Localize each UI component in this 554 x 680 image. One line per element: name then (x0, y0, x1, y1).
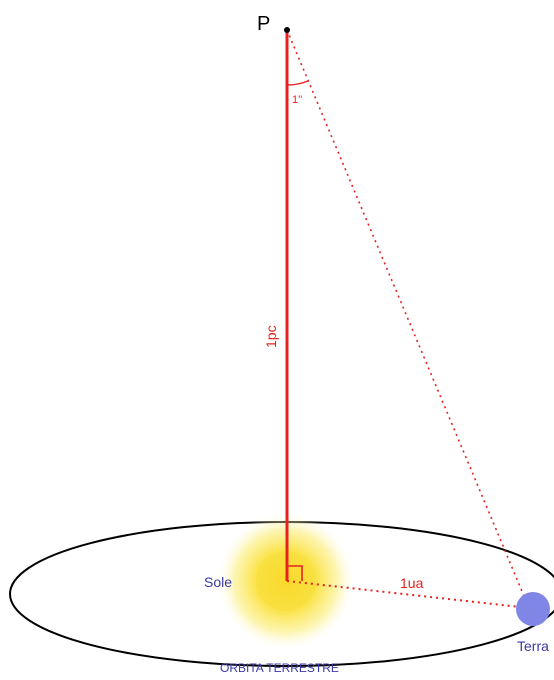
parallax-angle-arc (286, 80, 309, 86)
label-distance-ua: 1ua (400, 575, 424, 591)
label-earth: Terra (517, 638, 549, 654)
line-p-to-earth (286, 29, 530, 609)
label-distance-pc: 1pc (263, 325, 279, 348)
label-orbit: ORBITA TERRESTRE (220, 661, 339, 675)
label-point-p: P (257, 13, 270, 35)
earth (516, 592, 550, 626)
label-sun: Sole (204, 574, 232, 590)
point-p-dot (284, 27, 290, 33)
label-parallax-angle: 1'' (292, 94, 302, 106)
line-sun-to-earth (286, 580, 530, 609)
right-angle-marker (287, 565, 303, 581)
